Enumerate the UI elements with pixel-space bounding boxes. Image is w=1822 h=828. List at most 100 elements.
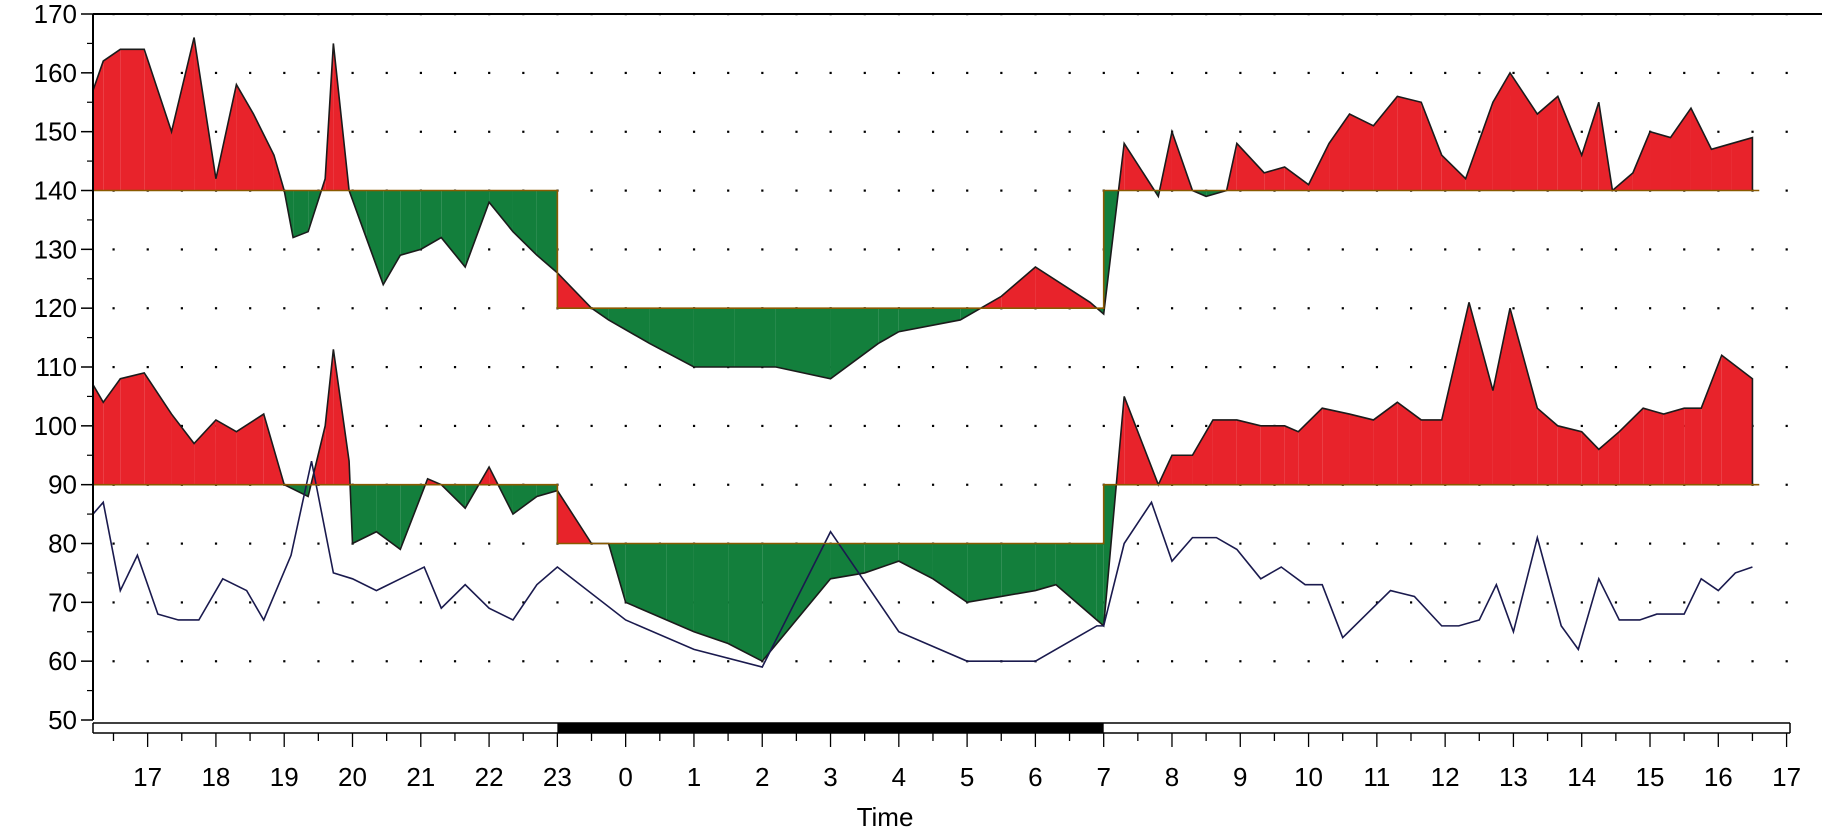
grid-dot — [658, 366, 662, 369]
area-above-threshold — [1322, 408, 1350, 485]
grid-dot — [1614, 71, 1618, 75]
area-below-threshold — [376, 484, 401, 550]
grid-dot — [385, 601, 388, 604]
grid-dot — [761, 248, 764, 251]
grid-dot — [453, 542, 457, 545]
area-above-threshold — [1212, 419, 1237, 485]
grid-dot — [1170, 601, 1174, 604]
grid-dot — [1409, 248, 1413, 251]
grid-dot — [1649, 542, 1652, 545]
grid-dot — [1717, 660, 1720, 663]
grid-dot — [1751, 542, 1754, 545]
area-above-threshold — [253, 114, 274, 191]
area-above-threshold — [1537, 408, 1558, 485]
x-tick-label: 19 — [270, 762, 299, 792]
grid-dot — [829, 248, 832, 251]
grid-dot — [180, 248, 183, 251]
grid-dot — [1341, 366, 1344, 369]
area-above-threshold — [1557, 425, 1582, 485]
grid-dot — [1614, 130, 1618, 133]
grid-dot — [1239, 601, 1242, 604]
area-above-threshold — [171, 37, 195, 191]
grid-dot — [1649, 248, 1652, 251]
grid-dot — [727, 189, 730, 192]
x-tick-label: 3 — [823, 762, 837, 792]
grid-dot — [1000, 130, 1003, 133]
grid-dot — [1444, 601, 1447, 604]
grid-dot — [249, 542, 252, 545]
x-tick-label: 14 — [1567, 762, 1596, 792]
area-below-threshold — [967, 543, 1002, 603]
grid-dot — [317, 601, 320, 604]
grid-dot — [590, 366, 593, 369]
threshold-line-diastolic — [93, 483, 1760, 545]
grid-dot — [1683, 542, 1686, 545]
grid-dot — [1000, 71, 1003, 75]
grid-dot — [1785, 542, 1788, 545]
grid-dot — [317, 424, 320, 428]
grid-dot — [1000, 189, 1003, 192]
grid-dot — [522, 307, 525, 310]
area-above-threshold — [1001, 266, 1036, 309]
grid-dot — [658, 248, 662, 251]
x-axis-label: Time — [857, 802, 914, 828]
area-below-threshold — [762, 543, 831, 662]
grid-dot — [1375, 307, 1379, 310]
grid-dot — [1068, 71, 1071, 75]
x-tick-label: 23 — [543, 762, 572, 792]
area-above-threshold — [93, 384, 104, 485]
area-below-threshold — [512, 190, 537, 256]
grid-dot — [1273, 660, 1276, 663]
grid-dot — [966, 424, 969, 428]
grid-dot — [897, 189, 901, 192]
grid-dot — [180, 542, 183, 545]
grid-dot — [692, 189, 696, 192]
grid-dot — [385, 71, 388, 75]
grid-dot — [1205, 130, 1208, 133]
x-tick-label: 20 — [338, 762, 367, 792]
grid-dot — [1546, 307, 1549, 310]
series-line-heart_rate — [92, 460, 1753, 668]
grid-dot — [283, 307, 286, 310]
grid-dot — [283, 71, 286, 75]
grid-dot — [249, 601, 252, 604]
x-tick-label: 21 — [406, 762, 435, 792]
grid-dot — [488, 130, 491, 133]
grid-dot — [1683, 660, 1686, 663]
grid-dot — [658, 130, 662, 133]
grid-dot — [1580, 130, 1583, 133]
grid-dot — [1751, 601, 1754, 604]
grid-dot — [1273, 366, 1276, 369]
area-above-threshold — [333, 349, 350, 485]
grid-dot — [1205, 660, 1208, 663]
grid-dot — [351, 366, 354, 369]
grid-dot — [1444, 366, 1447, 369]
area-above-threshold — [1465, 102, 1493, 191]
grid-dot — [624, 660, 627, 663]
grid-dot — [1136, 601, 1140, 604]
grid-dot — [863, 130, 866, 133]
area-below-threshold — [293, 190, 309, 238]
grid-dot — [556, 660, 559, 663]
grid-dot — [1785, 130, 1788, 133]
grid-dot — [931, 130, 935, 133]
grid-dot — [419, 542, 422, 545]
grid-dot — [795, 660, 798, 663]
grid-dot — [863, 601, 866, 604]
grid-dot — [1170, 366, 1174, 369]
grid-dot — [214, 71, 218, 75]
threshold-line-systolic — [93, 189, 1760, 309]
grid-dot — [1341, 542, 1344, 545]
area-above-threshold — [1236, 419, 1261, 485]
grid-dot — [385, 660, 388, 663]
area-above-threshold — [93, 61, 104, 191]
threshold-lines — [93, 189, 1760, 545]
grid-dot — [488, 71, 491, 75]
grid-dot — [317, 71, 320, 75]
grid-dot — [351, 424, 354, 428]
grid-dot — [1205, 366, 1208, 369]
grid-dot — [1000, 366, 1003, 369]
area-below-threshold — [775, 308, 831, 379]
grid-dot — [556, 130, 559, 133]
